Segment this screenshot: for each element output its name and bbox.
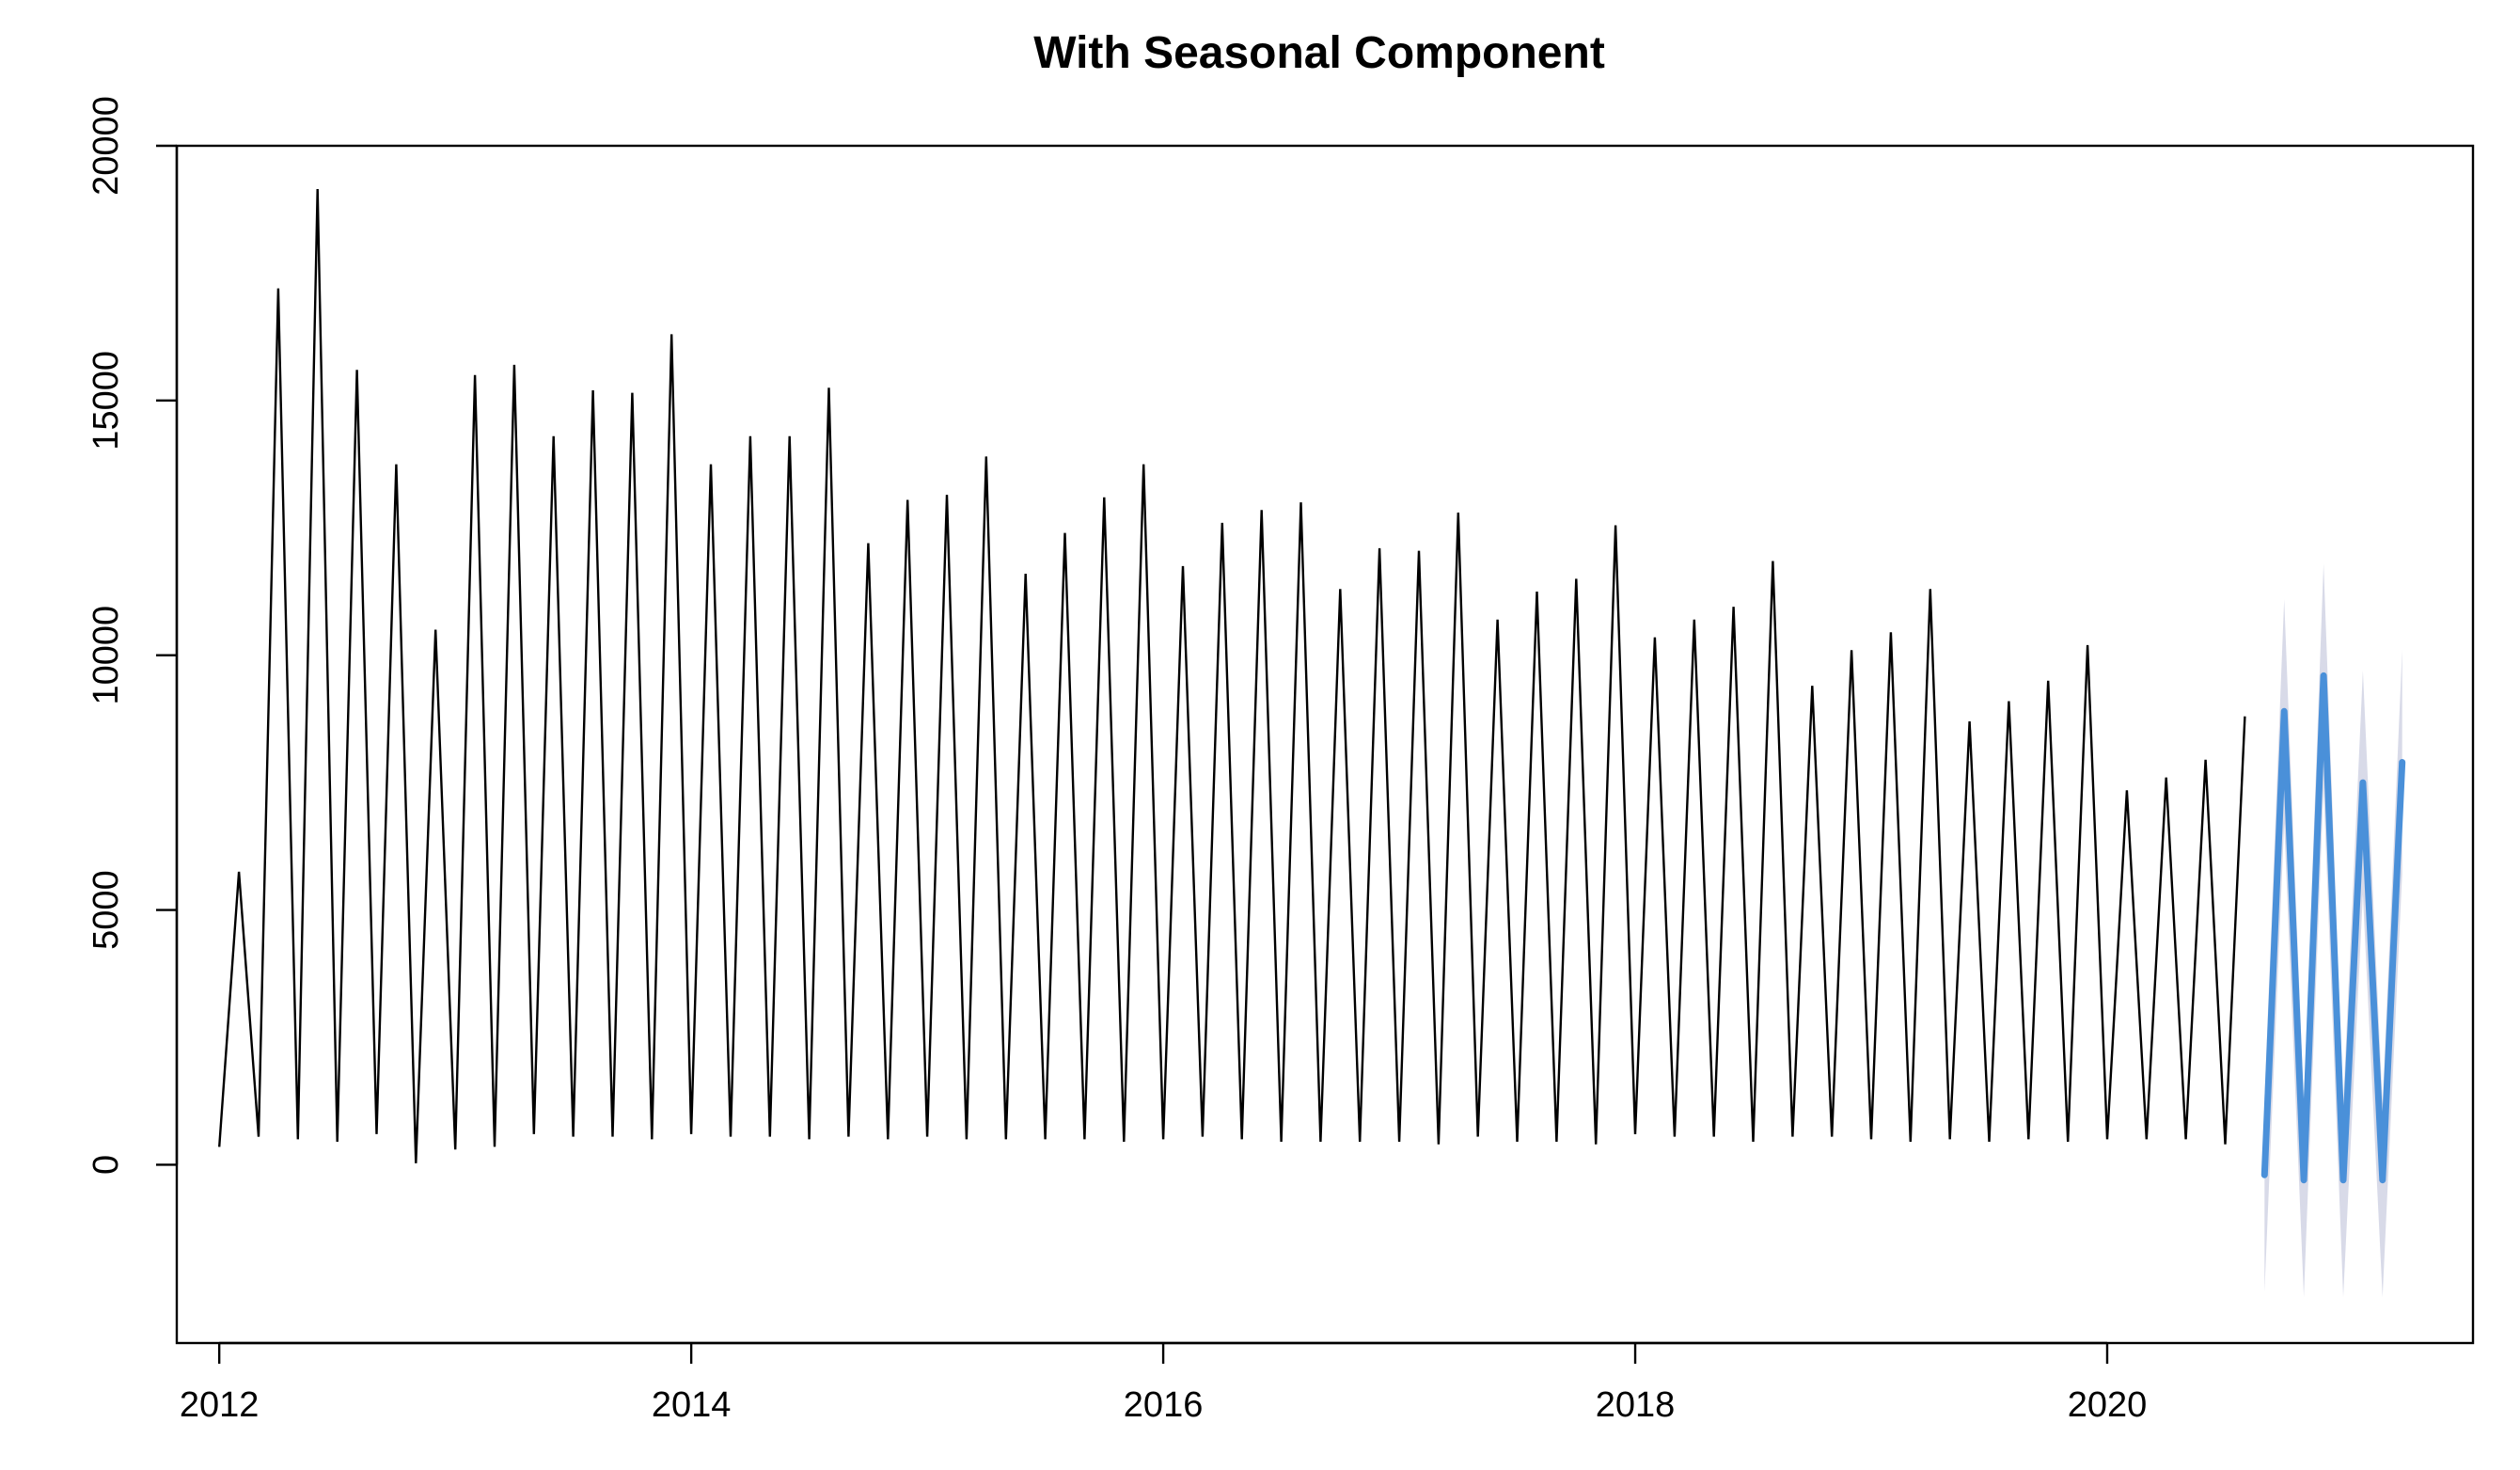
y-tick-label: 5000 [87,870,126,950]
y-tick-label: 15000 [87,351,126,450]
x-tick-label: 2020 [2068,1385,2148,1425]
axes: 2012 2014 2016 2018 2020 0 5000 10000 15000 20000 [87,96,2475,1425]
y-tick-label: 10000 [87,606,126,705]
forecast-series-line [2260,672,2406,1184]
y-tick-label: 0 [87,1155,126,1175]
chart-title: With Seasonal Component [1033,28,1605,78]
plot-area [218,188,2406,1298]
observed-series-line [218,188,2246,1163]
x-tick-label: 2012 [180,1385,260,1425]
x-tick-label: 2014 [652,1385,732,1425]
x-tick-label: 2016 [1124,1385,1204,1425]
x-tick-label: 2018 [1596,1385,1676,1425]
y-tick-label: 20000 [87,96,126,196]
